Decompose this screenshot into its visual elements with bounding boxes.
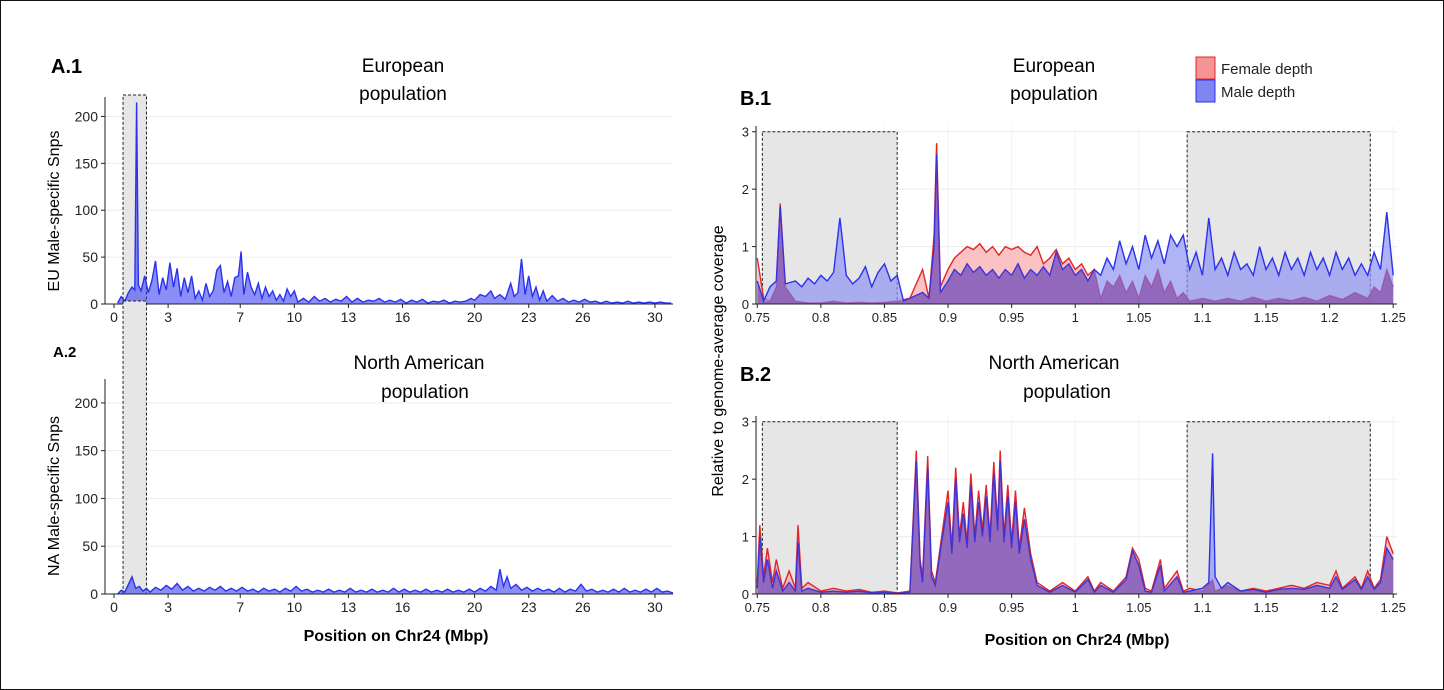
series-area-male-depth — [757, 154, 1394, 304]
y-tick-label: 0 — [90, 296, 98, 312]
panel-label-a1: A.1 — [51, 56, 82, 78]
x-tick-label: 0.8 — [812, 600, 830, 615]
x-tick-label: 1.1 — [1193, 600, 1211, 615]
y-tick-label: 0 — [742, 587, 749, 602]
y-tick-label: 50 — [82, 249, 98, 265]
x-tick-label: 0.75 — [745, 310, 770, 325]
x-tick-label: 1.2 — [1321, 600, 1339, 615]
legend-label-male: Male depth — [1221, 84, 1295, 101]
x-tick-label: 0.9 — [939, 310, 957, 325]
x-tick-label: 0.95 — [999, 310, 1024, 325]
y-tick-label: 100 — [75, 202, 99, 218]
y-tick-label: 2 — [742, 472, 749, 487]
legend: Female depth Male depth — [1195, 56, 1313, 103]
b-x-axis-title: Position on Chr24 (Mbp) — [985, 632, 1170, 649]
x-tick-label: 16 — [395, 599, 411, 615]
x-tick-label: 0.85 — [872, 310, 897, 325]
a1-y-axis-title: EU Male-specific Snps — [46, 131, 63, 292]
a1-title-line1: European — [362, 56, 444, 77]
x-tick-label: 7 — [236, 599, 244, 615]
x-tick-label: 3 — [164, 599, 172, 615]
a2-title-line2: population — [381, 382, 469, 403]
y-tick-label: 1 — [742, 530, 749, 545]
a-x-axis-title: Position on Chr24 (Mbp) — [304, 628, 489, 645]
highlight-region — [761, 421, 898, 595]
y-tick-label: 3 — [742, 415, 749, 430]
series-line-snps — [117, 569, 674, 595]
x-tick-label: 0 — [110, 599, 118, 615]
series-area-snps — [117, 102, 672, 305]
b1-title-line1: European — [1013, 56, 1095, 77]
x-tick-label: 16 — [395, 309, 411, 325]
x-tick-label: 0 — [110, 309, 118, 325]
x-tick-label: 1.05 — [1126, 600, 1151, 615]
x-tick-label: 1.1 — [1193, 310, 1211, 325]
chart-a1: 0 50 100 150 200 0 3 7 10 13 16 20 23 26 30 — [75, 94, 673, 325]
x-tick-label: 0.95 — [999, 600, 1024, 615]
legend-swatch-male — [1195, 79, 1216, 103]
x-tick-label: 20 — [467, 309, 483, 325]
legend-swatch-female — [1195, 56, 1216, 80]
x-tick-label: 0.85 — [872, 600, 897, 615]
highlight-region — [122, 94, 147, 305]
x-tick-label: 1 — [1072, 600, 1079, 615]
series-line-snps — [116, 102, 672, 304]
x-tick-label: 23 — [521, 599, 537, 615]
x-tick-label: 1.05 — [1126, 310, 1151, 325]
x-tick-label: 30 — [647, 309, 663, 325]
x-tick-label: 26 — [575, 309, 591, 325]
x-tick-label: 1.2 — [1321, 310, 1339, 325]
y-tick-label: 1 — [742, 240, 749, 255]
b2-title-line2: population — [1023, 382, 1111, 403]
x-tick-label: 1.15 — [1253, 600, 1278, 615]
y-tick-label: 2 — [742, 182, 749, 197]
a2-y-axis-title: NA Male-specific Snps — [46, 416, 63, 576]
x-tick-label: 0.9 — [939, 600, 957, 615]
x-tick-label: 30 — [647, 599, 663, 615]
y-tick-label: 0 — [90, 586, 98, 602]
x-tick-label: 1 — [1072, 310, 1079, 325]
x-tick-label: 13 — [341, 599, 357, 615]
x-tick-label: 3 — [164, 309, 172, 325]
y-tick-label: 0 — [742, 297, 749, 312]
y-tick-label: 3 — [742, 125, 749, 140]
x-tick-label: 1.25 — [1381, 600, 1406, 615]
x-tick-label: 20 — [467, 599, 483, 615]
b2-title-line1: North American — [989, 353, 1120, 374]
x-tick-label: 23 — [521, 309, 537, 325]
y-tick-label: 200 — [75, 108, 99, 124]
b-y-axis-title: Relative to genome-average coverage — [710, 225, 727, 496]
highlight-region — [122, 300, 147, 595]
y-tick-label: 100 — [75, 490, 99, 506]
x-tick-label: 0.8 — [812, 310, 830, 325]
y-tick-label: 200 — [75, 395, 99, 411]
y-tick-label: 150 — [75, 443, 99, 459]
series-overlap-area — [757, 461, 1394, 594]
y-tick-label: 150 — [75, 155, 99, 171]
chart-b1: 0 1 2 3 0.75 0.8 0.85 0.9 0.95 1 1.05 1.1 1.15 1.2 1.2… — [742, 125, 1406, 325]
series-area-female-depth — [757, 143, 1394, 304]
x-tick-label: 26 — [575, 599, 591, 615]
chart-b2: 0 1 2 3 0.75 0.8 0.85 0.9 0.95 1 1.05 1.1 1.15 1.2 1.2… — [742, 415, 1406, 615]
x-tick-label: 1.25 — [1381, 310, 1406, 325]
highlight-region — [1186, 421, 1371, 595]
x-tick-label: 13 — [341, 309, 357, 325]
panel-label-a2: A.2 — [53, 344, 76, 361]
panel-label-b2: B.2 — [740, 364, 771, 386]
a2-title-line1: North American — [354, 353, 485, 374]
a1-title-line2: population — [359, 84, 447, 105]
x-tick-label: 10 — [287, 599, 303, 615]
x-tick-label: 0.75 — [745, 600, 770, 615]
x-tick-label: 1.15 — [1253, 310, 1278, 325]
legend-label-female: Female depth — [1221, 61, 1313, 78]
b1-title-line2: population — [1010, 84, 1098, 105]
panel-label-b1: B.1 — [740, 88, 771, 110]
x-tick-label: 10 — [287, 309, 303, 325]
x-tick-label: 7 — [236, 309, 244, 325]
y-tick-label: 50 — [82, 538, 98, 554]
